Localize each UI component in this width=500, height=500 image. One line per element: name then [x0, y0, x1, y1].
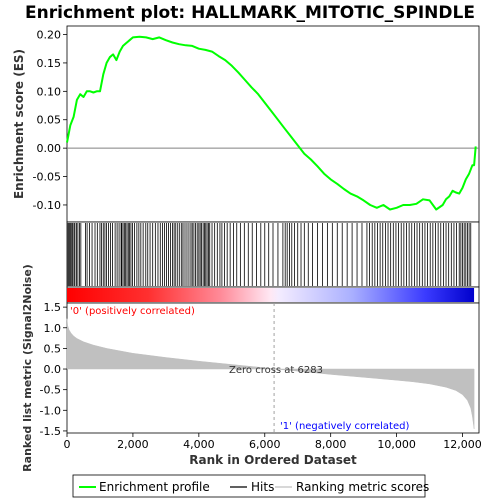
metric-y-tick-label: 0.5: [44, 342, 62, 355]
es-y-tick-label: 0.15: [37, 57, 62, 70]
x-tick-label: 12,000: [443, 438, 482, 451]
es-y-tick-label: -0.05: [33, 171, 61, 184]
x-ticks: 0 2,000 4,000 6,000 8,000 10,000 12,000: [64, 433, 482, 451]
metric-y-axis-label: Ranked list metric (Signal2Noise): [21, 264, 34, 472]
chart-title: Enrichment plot: HALLMARK_MITOTIC_SPINDL…: [25, 3, 475, 23]
enrichment-profile-line: [66, 35, 477, 211]
metric-y-tick-label: -1.5: [40, 425, 61, 438]
legend-label-ranking: Ranking metric scores: [296, 480, 429, 494]
enrichment-profile: [66, 35, 477, 211]
metric-y-tick-label: 1.5: [44, 301, 62, 314]
x-tick-label: 0: [64, 438, 71, 451]
x-tick-label: 10,000: [377, 438, 416, 451]
es-y-axis-label: Enrichment score (ES): [12, 49, 26, 199]
hit-marks: [66, 223, 472, 286]
metric-y-tick-label: 1.0: [44, 322, 62, 335]
legend-label-enrichment: Enrichment profile: [99, 480, 210, 494]
legend: Enrichment profile Hits Ranking metric s…: [72, 474, 429, 498]
x-tick-label: 2,000: [117, 438, 149, 451]
es-y-tick-label: -0.10: [33, 199, 61, 212]
x-axis-label: Rank in Ordered Dataset: [189, 453, 357, 467]
x-tick-label: 8,000: [315, 438, 347, 451]
metric-y-tick-label: 0.0: [44, 363, 62, 376]
x-tick-label: 6,000: [249, 438, 281, 451]
es-y-tick-label: 0.00: [37, 142, 62, 155]
ranking-heatmap: [67, 288, 475, 302]
es-y-tick-label: 0.05: [37, 114, 62, 127]
metric-y-tick-label: -0.5: [40, 384, 61, 397]
legend-box: [72, 474, 426, 498]
es-panel: [66, 25, 480, 223]
negative-correlated-label: '1' (negatively correlated): [280, 421, 409, 432]
metric-y-tick-label: -1.0: [40, 404, 61, 417]
metric-y-ticks: -1.5 -1.0 -0.5 0.0 0.5 1.0 1.5: [40, 301, 67, 438]
es-y-tick-label: 0.10: [37, 85, 62, 98]
legend-label-hits: Hits: [251, 480, 274, 494]
positive-correlated-label: '0' (positively correlated): [70, 306, 195, 317]
es-y-ticks: -0.10 -0.05 0.00 0.05 0.10 0.15 0.20: [33, 29, 67, 212]
zero-cross-label: Zero cross at 6283: [229, 365, 323, 376]
es-y-tick-label: 0.20: [37, 29, 62, 42]
x-tick-label: 4,000: [183, 438, 215, 451]
